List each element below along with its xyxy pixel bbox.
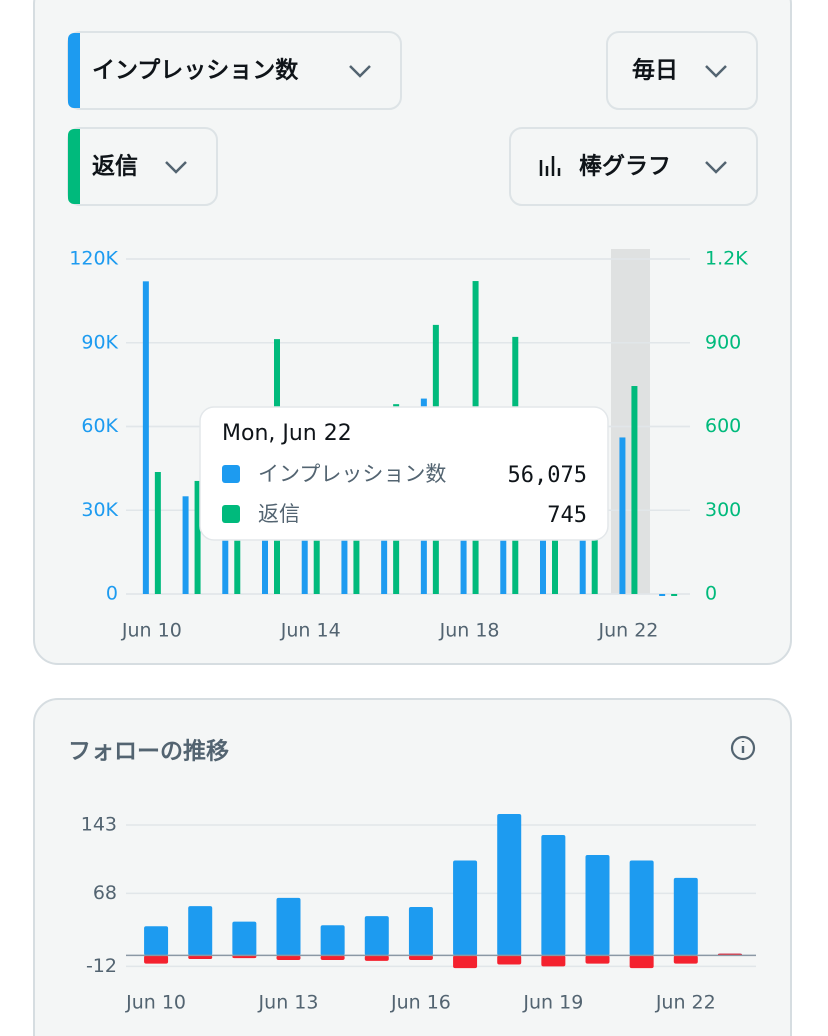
bar	[552, 510, 558, 594]
bar	[671, 594, 678, 596]
bar	[364, 955, 389, 961]
tooltip-title: Mon, Jun 22	[222, 421, 352, 446]
bar	[629, 860, 654, 956]
period-dropdown[interactable]: 毎日	[606, 31, 758, 110]
tooltip-series: 返信	[258, 502, 300, 526]
color-strip	[68, 33, 80, 108]
chart-type-dropdown[interactable]: 棒グラフ	[509, 127, 758, 206]
bar	[142, 281, 149, 594]
bar	[591, 510, 598, 594]
chevron	[705, 161, 727, 174]
bar	[673, 955, 698, 964]
y-tick-label: 300	[705, 499, 741, 521]
metric2-dropdown[interactable]: 返信	[67, 127, 218, 206]
x-tick-label: Jun 22	[655, 992, 716, 1014]
y-tick-label: 90K	[81, 331, 118, 353]
x-tick-label: Jun 22	[597, 620, 658, 642]
bar	[585, 955, 610, 964]
dropdown-box[interactable]	[509, 127, 758, 206]
x-tick-label: Jun 16	[390, 992, 451, 1014]
bar	[453, 955, 478, 969]
dropdown-label: 毎日	[632, 58, 678, 84]
bar	[364, 916, 389, 956]
tooltip-swatch	[222, 505, 240, 523]
bar	[144, 926, 169, 956]
bar	[144, 955, 169, 964]
tooltip-value: 745	[547, 503, 587, 528]
chevron	[165, 161, 187, 174]
bar	[659, 594, 666, 596]
bar	[154, 472, 161, 594]
y-tick-label: 120K	[69, 248, 118, 270]
bar	[188, 955, 213, 960]
bar	[408, 955, 433, 960]
bar	[453, 860, 478, 956]
tooltip: Mon, Jun 22 インプレッション数 56,075 返信 745	[199, 406, 609, 541]
y-tick-label: 900	[705, 331, 741, 353]
bar	[182, 496, 189, 594]
hover-band	[611, 249, 650, 594]
bar	[313, 510, 320, 594]
x-tick-label: Jun 13	[258, 992, 319, 1014]
bar	[320, 955, 345, 960]
dropdown-label: インプレッション数	[92, 58, 299, 84]
bar	[188, 906, 213, 956]
bar	[619, 437, 626, 594]
bar	[585, 855, 610, 956]
bar	[541, 834, 566, 956]
x-tick-label: Jun 10	[125, 992, 186, 1014]
card-title: フォローの推移	[68, 739, 229, 765]
tooltip-series: インプレッション数	[258, 462, 446, 486]
y-tick-label: 0	[705, 583, 717, 605]
bar	[497, 814, 522, 956]
bar	[629, 955, 654, 969]
bar	[353, 510, 360, 594]
metric-dropdown[interactable]: インプレッション数	[67, 31, 402, 110]
bar	[631, 386, 638, 594]
dropdown-box[interactable]	[67, 127, 218, 206]
bar	[194, 480, 201, 594]
bar	[673, 877, 698, 956]
bar	[234, 496, 241, 594]
info-circle[interactable]	[730, 735, 756, 761]
info-icon[interactable]	[730, 735, 756, 761]
tooltip-value: 56,075	[508, 463, 587, 488]
tooltip-box	[199, 406, 609, 541]
bar	[497, 955, 522, 965]
bar	[408, 907, 433, 956]
bar	[320, 925, 345, 956]
dropdown-label: 返信	[92, 153, 138, 180]
y-tick-label: 143	[81, 813, 117, 835]
y-tick-label: 1.2K	[705, 248, 748, 270]
bar	[276, 955, 301, 960]
chevron	[705, 65, 727, 78]
bar-icon	[539, 156, 561, 176]
dropdown-label: 棒グラフ	[579, 153, 671, 180]
tooltip-swatch	[222, 465, 240, 483]
bar	[579, 496, 586, 594]
follow-chart: -12 68 143 Jun 10 Jun 13 Jun 16 Jun 19 Jun 22	[81, 813, 756, 1014]
y-tick-label: 68	[93, 882, 117, 904]
color-strip	[68, 129, 80, 204]
y-tick-label: 30K	[81, 499, 118, 521]
x-tick-label: Jun 18	[439, 620, 500, 642]
bar	[540, 496, 546, 594]
x-tick-label: Jun 14	[280, 620, 341, 642]
bar	[276, 897, 301, 956]
bar	[232, 921, 257, 956]
x-tick-label: Jun 19	[522, 992, 583, 1014]
y-tick-label: 0	[106, 583, 118, 605]
y-tick-label: -12	[86, 955, 117, 977]
dropdown-box[interactable]	[606, 31, 758, 110]
y-tick-label: 600	[705, 415, 741, 437]
chevron	[349, 65, 371, 78]
x-tick-label: Jun 10	[121, 620, 182, 642]
bar	[541, 955, 566, 967]
y-tick-label: 60K	[81, 415, 118, 437]
